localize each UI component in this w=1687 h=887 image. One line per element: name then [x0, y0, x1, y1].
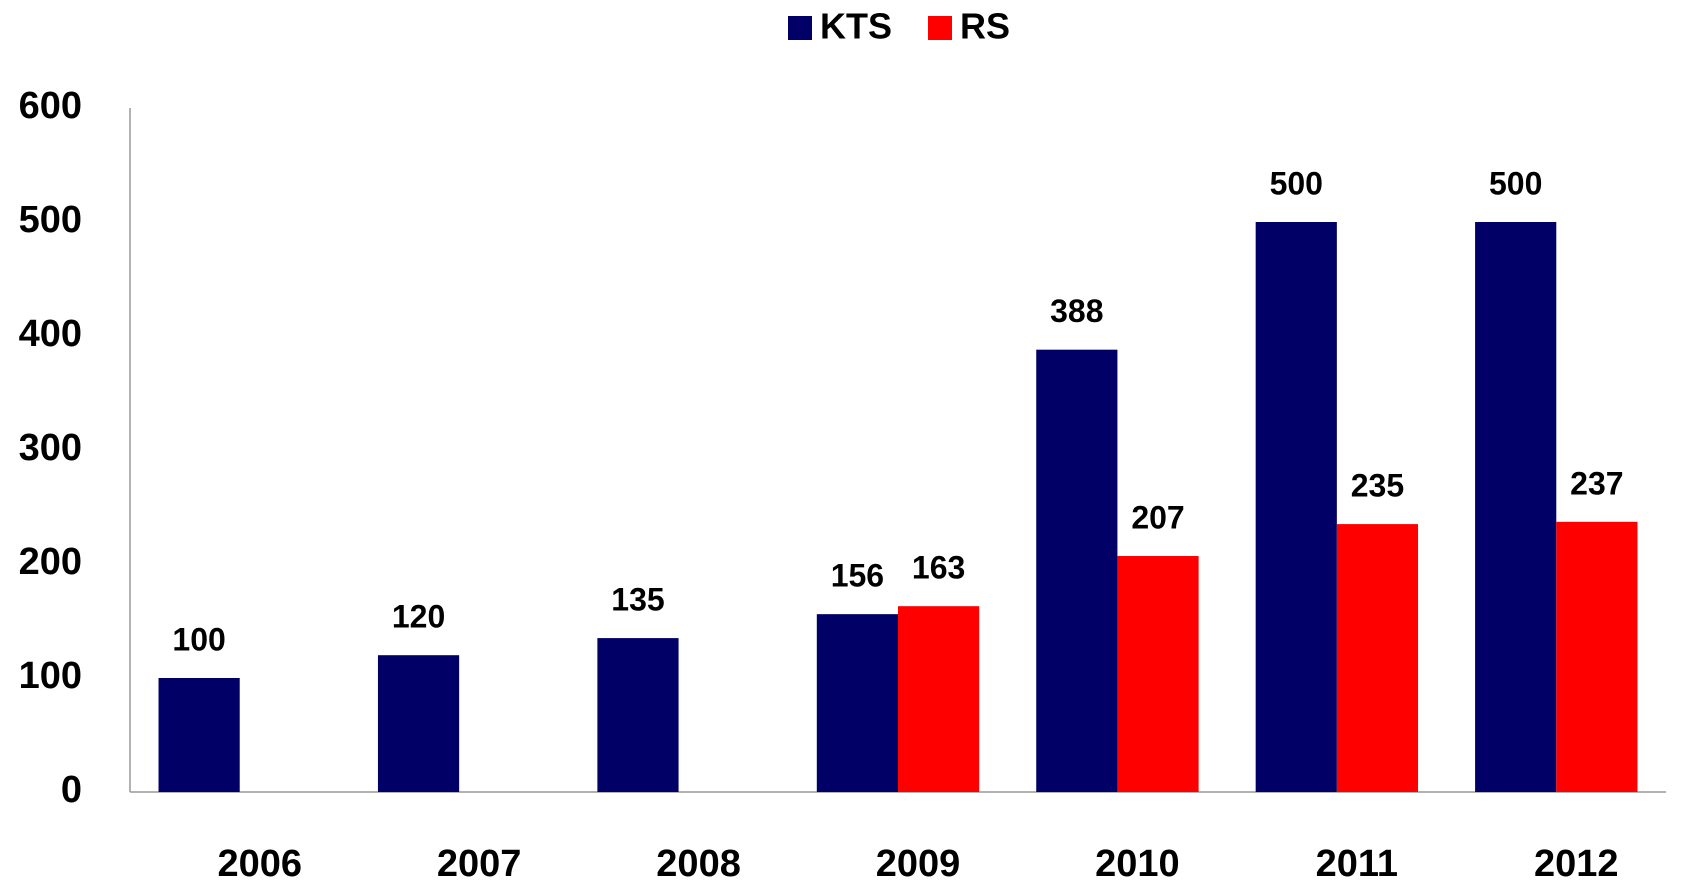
data-label: 120 — [392, 599, 445, 635]
bar — [1036, 349, 1118, 792]
y-tick-label: 100 — [19, 655, 82, 697]
x-tick-label: 2010 — [1095, 843, 1180, 885]
data-label: 163 — [912, 550, 965, 586]
data-label: 388 — [1050, 293, 1103, 329]
bar — [1475, 222, 1557, 792]
legend-label: KTS — [820, 6, 892, 47]
y-tick-label: 400 — [19, 313, 82, 355]
bar — [816, 614, 898, 792]
y-tick-label: 600 — [19, 85, 82, 127]
legend-swatch — [928, 16, 952, 40]
data-label: 500 — [1270, 165, 1323, 201]
legend-label: RS — [960, 6, 1010, 47]
legend-swatch — [788, 16, 812, 40]
x-tick-label: 2011 — [1316, 843, 1398, 885]
x-tick-label: 2006 — [217, 843, 302, 885]
bar — [1336, 524, 1419, 792]
bar — [1117, 556, 1199, 792]
x-tick-label: 2012 — [1534, 843, 1619, 885]
x-tick-label: 2009 — [876, 843, 961, 885]
y-tick-label: 0 — [61, 769, 82, 811]
bar — [1556, 521, 1638, 792]
y-tick-label: 200 — [19, 541, 82, 583]
bar — [597, 638, 679, 792]
data-label: 156 — [831, 558, 884, 594]
bar — [377, 655, 460, 792]
data-label: 237 — [1570, 465, 1623, 501]
data-label: 207 — [1131, 499, 1184, 535]
data-label: 500 — [1489, 165, 1542, 201]
data-label: 100 — [172, 621, 225, 657]
bar — [1255, 222, 1337, 792]
x-tick-label: 2008 — [656, 843, 741, 885]
y-tick-label: 300 — [19, 427, 82, 469]
x-tick-label: 2007 — [437, 843, 522, 885]
bar — [158, 678, 240, 792]
y-tick-label: 500 — [19, 199, 82, 241]
data-label: 235 — [1351, 468, 1404, 504]
bar — [898, 606, 980, 792]
data-label: 135 — [611, 582, 664, 618]
